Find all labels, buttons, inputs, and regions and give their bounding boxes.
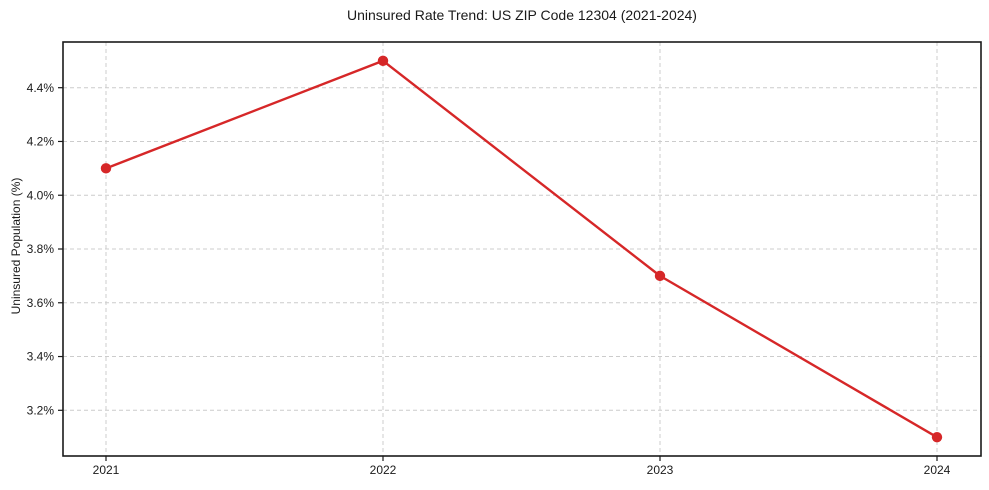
y-tick-label: 3.2%	[27, 403, 55, 417]
x-tick-label: 2021	[93, 463, 120, 477]
data-point-2021	[100, 163, 112, 174]
trend-line	[104, 59, 939, 439]
x-tick-label: 2022	[370, 463, 397, 477]
y-tick-label: 4.4%	[27, 81, 55, 95]
y-tick-label: 4.0%	[27, 188, 55, 202]
y-tick-label: 3.4%	[27, 350, 55, 364]
data-point-2022	[377, 55, 389, 67]
x-tick-label: 2023	[647, 463, 674, 477]
chart-title: Uninsured Rate Trend: US ZIP Code 12304 …	[347, 7, 697, 23]
data-point-2024	[931, 431, 943, 443]
x-tick-label: 2024	[924, 463, 951, 477]
y-tick-label: 3.6%	[27, 296, 55, 310]
y-tick-label: 3.8%	[27, 242, 55, 256]
y-tick-label: 4.2%	[27, 135, 55, 149]
data-point-2023	[654, 270, 666, 282]
